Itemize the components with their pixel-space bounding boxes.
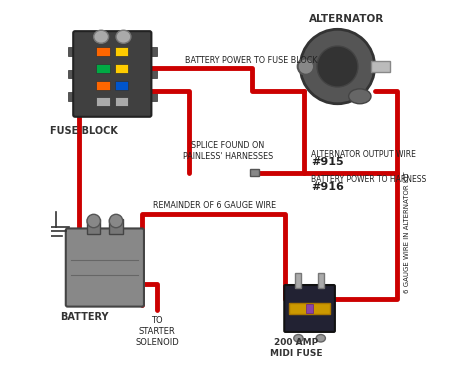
Bar [115,98,128,106]
Ellipse shape [116,30,131,43]
Bar [295,273,301,288]
Text: BATTERY: BATTERY [60,312,109,322]
Circle shape [317,46,358,87]
Bar [306,304,313,313]
Bar [149,47,157,56]
Text: 6 GAUGE WIRE IN ALTERNATOR KIT: 6 GAUGE WIRE IN ALTERNATOR KIT [404,171,410,293]
Text: BATTERY POWER TO HARNESS: BATTERY POWER TO HARNESS [311,175,427,184]
Ellipse shape [294,334,303,342]
Bar [149,69,157,78]
Bar [96,81,109,90]
Text: ALTERNATOR OUTPUT WIRE: ALTERNATOR OUTPUT WIRE [311,150,416,159]
Text: #915: #915 [311,157,344,167]
Ellipse shape [94,30,109,43]
FancyBboxPatch shape [73,31,151,117]
Text: ALTERNATOR: ALTERNATOR [309,15,384,24]
Ellipse shape [349,89,371,104]
FancyBboxPatch shape [284,285,335,332]
Circle shape [109,214,123,228]
Bar [115,81,128,90]
Bar [68,47,76,56]
Text: REMAINDER OF 6 GAUGE WIRE: REMAINDER OF 6 GAUGE WIRE [153,201,276,210]
Bar [115,64,128,73]
Bar [87,219,100,234]
Text: 200 AMP
MIDI FUSE: 200 AMP MIDI FUSE [270,338,323,358]
FancyBboxPatch shape [66,228,144,307]
Ellipse shape [316,334,326,342]
Bar [318,273,324,288]
Text: TO
STARTER
SOLENOID: TO STARTER SOLENOID [135,316,179,347]
Bar [96,47,109,56]
Bar [149,92,157,101]
Bar [115,47,128,56]
Bar [68,69,76,78]
Text: SPLICE FOUND ON
PAINLESS' HARNESSES: SPLICE FOUND ON PAINLESS' HARNESSES [182,141,273,162]
Text: #916: #916 [311,182,344,192]
Bar [68,92,76,101]
Bar [250,169,259,176]
Bar [289,303,330,314]
Circle shape [300,29,375,104]
Text: BATTERY POWER TO FUSE BLOCK: BATTERY POWER TO FUSE BLOCK [185,56,318,65]
Circle shape [298,58,314,75]
Bar [96,98,109,106]
Circle shape [87,214,100,228]
Bar [96,64,109,73]
Bar [371,61,390,72]
Text: FUSE BLOCK: FUSE BLOCK [50,126,119,136]
Bar [109,219,123,234]
